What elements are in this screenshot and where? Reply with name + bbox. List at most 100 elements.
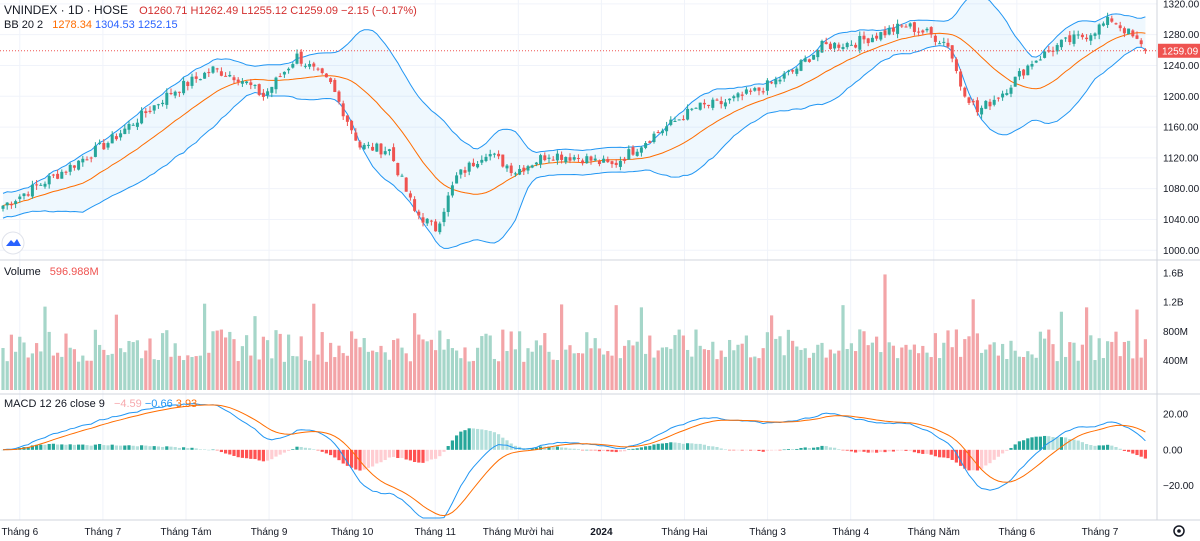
volume-bar[interactable]: [345, 355, 349, 390]
macd-hist-bar[interactable]: [795, 448, 799, 450]
volume-bar[interactable]: [925, 352, 929, 390]
volume-bar[interactable]: [841, 305, 845, 390]
volume-bar[interactable]: [56, 352, 60, 390]
candle[interactable]: [505, 163, 509, 172]
volume-bar[interactable]: [488, 335, 492, 390]
candle[interactable]: [673, 116, 677, 122]
macd-hist-bar[interactable]: [547, 446, 551, 450]
candle[interactable]: [921, 29, 925, 36]
volume-bar[interactable]: [518, 331, 522, 390]
candle[interactable]: [564, 156, 568, 165]
candle[interactable]: [576, 154, 580, 163]
macd-hist-bar[interactable]: [333, 449, 337, 458]
volume-bar[interactable]: [950, 347, 954, 390]
candle[interactable]: [131, 122, 135, 126]
candle[interactable]: [375, 142, 379, 152]
macd-hist-bar[interactable]: [803, 447, 807, 450]
candle[interactable]: [1047, 45, 1051, 53]
volume-bar[interactable]: [728, 339, 732, 390]
candle[interactable]: [1072, 30, 1076, 47]
candle[interactable]: [329, 77, 333, 84]
macd-hist-bar[interactable]: [85, 445, 89, 450]
volume-bar[interactable]: [1143, 339, 1147, 390]
candlestick-series[interactable]: [1, 12, 1147, 235]
volume-bar[interactable]: [992, 342, 996, 390]
candle[interactable]: [261, 89, 265, 101]
candle[interactable]: [379, 142, 383, 159]
macd-hist-bar[interactable]: [694, 443, 698, 450]
candle[interactable]: [1143, 48, 1147, 54]
candle[interactable]: [484, 153, 488, 163]
volume-bar[interactable]: [408, 361, 412, 390]
volume-bar[interactable]: [959, 356, 963, 390]
volume-bar[interactable]: [219, 329, 223, 390]
candle[interactable]: [425, 218, 429, 226]
candle[interactable]: [194, 72, 198, 83]
macd-hist-bar[interactable]: [652, 444, 656, 450]
volume-bar[interactable]: [845, 349, 849, 390]
macd-hist-bar[interactable]: [618, 449, 622, 452]
volume-bar[interactable]: [51, 355, 55, 390]
candle[interactable]: [1001, 90, 1005, 101]
macd-hist-bar[interactable]: [266, 449, 270, 461]
macd-hist-bar[interactable]: [942, 449, 946, 458]
macd-hist-bar[interactable]: [203, 449, 207, 450]
volume-bar[interactable]: [635, 341, 639, 390]
volume-bar[interactable]: [610, 355, 614, 390]
volume-bar[interactable]: [980, 352, 984, 390]
candle[interactable]: [119, 129, 123, 141]
volume-bar[interactable]: [539, 345, 543, 390]
volume-bar[interactable]: [883, 274, 887, 390]
candle[interactable]: [156, 103, 160, 109]
macd-hist-bar[interactable]: [555, 446, 559, 450]
candle[interactable]: [1055, 43, 1059, 55]
candle[interactable]: [589, 155, 593, 165]
macd-hist-bar[interactable]: [1131, 449, 1135, 454]
macd-hist-bar[interactable]: [715, 447, 719, 450]
macd-hist-bar[interactable]: [383, 449, 387, 461]
candle[interactable]: [148, 106, 152, 114]
candle[interactable]: [534, 161, 538, 167]
macd-hist-bar[interactable]: [1, 449, 5, 451]
candle[interactable]: [828, 41, 832, 50]
candle[interactable]: [719, 96, 723, 109]
macd-hist-bar[interactable]: [1106, 444, 1110, 450]
candle[interactable]: [207, 68, 211, 78]
candle[interactable]: [434, 219, 438, 232]
volume-bar[interactable]: [786, 329, 790, 390]
candle[interactable]: [854, 42, 858, 49]
candle[interactable]: [1127, 28, 1131, 35]
candle[interactable]: [774, 76, 778, 88]
macd-hist-bar[interactable]: [114, 445, 118, 450]
volume-bar[interactable]: [484, 333, 488, 390]
volume-bar[interactable]: [228, 331, 232, 390]
macd-hist-bar[interactable]: [786, 449, 790, 450]
candle[interactable]: [299, 49, 303, 67]
volume-bar[interactable]: [891, 345, 895, 390]
volume-bar[interactable]: [375, 352, 379, 390]
volume-bar[interactable]: [463, 347, 467, 390]
volume-bar[interactable]: [186, 355, 190, 390]
macd-hist-bar[interactable]: [996, 449, 1000, 457]
volume-bar[interactable]: [686, 349, 690, 390]
candle[interactable]: [841, 43, 845, 52]
macd-hist-bar[interactable]: [1080, 442, 1084, 450]
macd-hist-bar[interactable]: [1017, 441, 1021, 450]
candle[interactable]: [765, 78, 769, 96]
candle[interactable]: [581, 158, 585, 166]
volume-bar[interactable]: [85, 360, 89, 390]
candle[interactable]: [782, 71, 786, 82]
volume-bar[interactable]: [677, 329, 681, 390]
candle[interactable]: [631, 145, 635, 156]
macd-hist-bar[interactable]: [26, 446, 30, 450]
candle[interactable]: [320, 67, 324, 75]
candle[interactable]: [81, 155, 85, 167]
candle[interactable]: [114, 133, 118, 141]
macd-hist-bar[interactable]: [837, 449, 841, 450]
candle[interactable]: [786, 69, 790, 76]
candle[interactable]: [186, 80, 190, 91]
volume-bar[interactable]: [812, 352, 816, 390]
volume-bar[interactable]: [1080, 344, 1084, 390]
macd-hist-bar[interactable]: [51, 443, 55, 450]
macd-hist-bar[interactable]: [1139, 449, 1143, 457]
